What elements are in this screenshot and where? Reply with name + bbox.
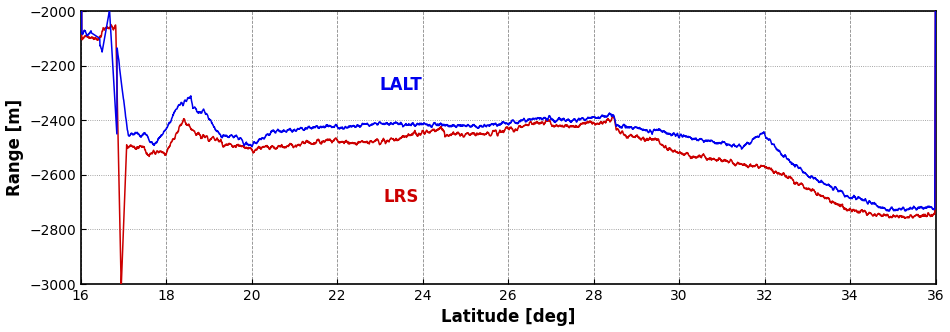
Text: LALT: LALT	[380, 76, 423, 94]
Text: LRS: LRS	[384, 188, 419, 206]
X-axis label: Latitude [deg]: Latitude [deg]	[441, 308, 576, 326]
Y-axis label: Range [m]: Range [m]	[6, 99, 24, 196]
